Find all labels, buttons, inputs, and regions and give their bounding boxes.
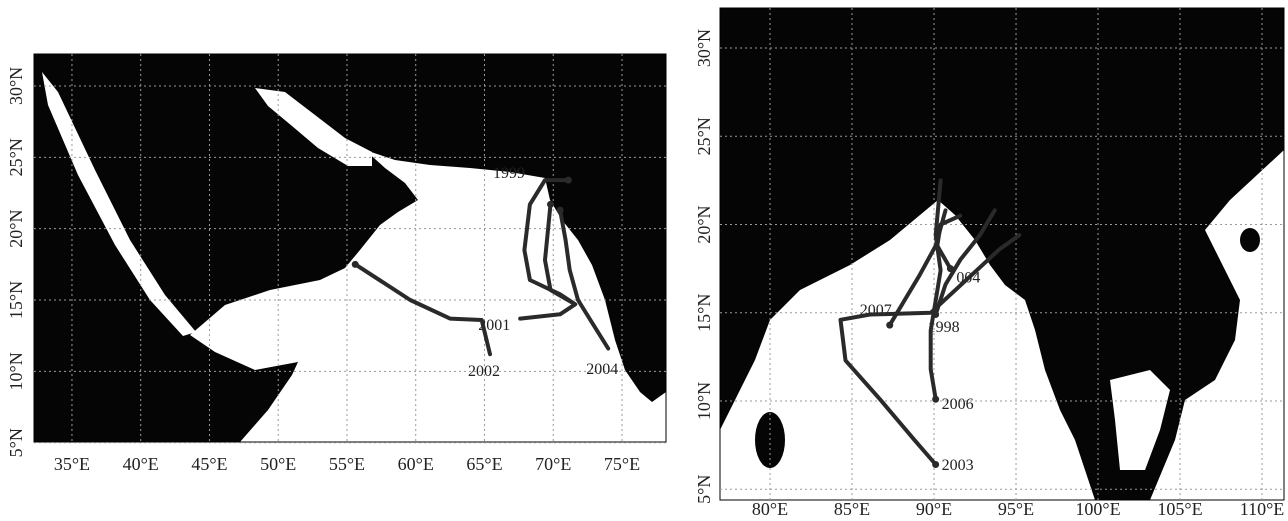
x-tick-label: 100°E <box>1075 499 1120 519</box>
bay-of-bengal <box>720 200 1095 500</box>
x-tick-label: 50°E <box>260 454 296 474</box>
y-tick-label: 25°N <box>6 138 26 176</box>
track-label: 2002 <box>468 363 500 380</box>
y-tick-label: 20°N <box>694 205 714 243</box>
frame <box>33 53 667 443</box>
track-end <box>932 461 940 469</box>
cyclone-track <box>928 178 943 402</box>
track-label: 2001 <box>478 317 510 334</box>
x-tick-label: 80°E <box>752 499 788 519</box>
y-tick-label: 30°N <box>694 29 714 67</box>
sri-lanka <box>755 412 785 468</box>
x-tick-label: 35°E <box>54 454 90 474</box>
y-tick-label: 20°N <box>6 210 26 248</box>
cyclone-track <box>838 233 1022 467</box>
frame <box>719 7 1285 501</box>
track-end <box>946 265 954 273</box>
cyclone-track <box>935 213 963 271</box>
track-end <box>556 206 564 214</box>
track-end <box>564 176 572 184</box>
y-tick-label: 5°N <box>694 475 714 504</box>
y-tick-label: 10°N <box>694 382 714 420</box>
y-tick-label: 5°N <box>6 428 26 457</box>
right-panel-base <box>719 7 1285 501</box>
x-tick-label: 110°E <box>1240 499 1285 519</box>
track-label: 2004 <box>586 361 618 378</box>
track-label: 2003 <box>942 457 974 474</box>
y-tick-label: 30°N <box>6 67 26 105</box>
x-tick-label: 75°E <box>604 454 640 474</box>
cyclone-track <box>518 202 578 321</box>
x-tick-label: 65°E <box>466 454 502 474</box>
y-tick-label: 25°N <box>694 117 714 155</box>
x-tick-label: 95°E <box>998 499 1034 519</box>
cyclone-track <box>558 208 611 351</box>
y-tick-label: 10°N <box>6 352 26 390</box>
track-label: 2006 <box>942 396 974 413</box>
x-tick-label: 40°E <box>123 454 159 474</box>
red-sea <box>42 72 196 336</box>
track-end <box>546 200 554 208</box>
x-tick-label: 45°E <box>191 454 227 474</box>
track-end <box>351 260 359 268</box>
track-label: 1998 <box>928 319 960 336</box>
hainan <box>1240 228 1260 252</box>
x-tick-label: 70°E <box>535 454 571 474</box>
x-tick-label: 60°E <box>398 454 434 474</box>
gulf-of-thailand <box>1110 370 1170 470</box>
x-tick-label: 55°E <box>329 454 365 474</box>
x-tick-label: 85°E <box>834 499 870 519</box>
cyclone-track <box>353 262 492 357</box>
left-panel-base <box>33 53 667 443</box>
track-end <box>932 395 940 403</box>
x-tick-label: 105°E <box>1157 499 1202 519</box>
track-end <box>886 321 894 329</box>
x-tick-label: 90°E <box>916 499 952 519</box>
track-label: 1999 <box>493 165 525 182</box>
cyclone-track <box>933 208 997 317</box>
y-tick-label: 15°N <box>694 294 714 332</box>
y-tick-label: 15°N <box>6 281 26 319</box>
persian-gulf <box>255 88 372 166</box>
